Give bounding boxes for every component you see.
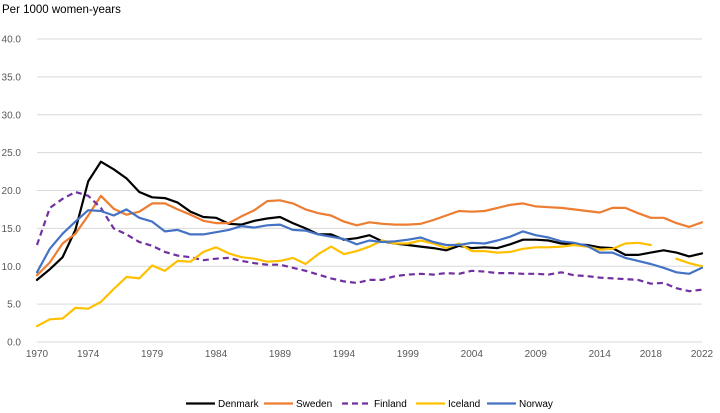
y-tick-label: 35.0 xyxy=(2,72,22,83)
legend-label-norway: Norway xyxy=(519,399,553,410)
legend-label-sweden: Sweden xyxy=(296,399,332,410)
x-tick-label: 2004 xyxy=(461,349,484,360)
y-tick-label: 5.0 xyxy=(7,300,21,311)
x-tick-label: 1970 xyxy=(26,349,49,360)
x-tick-label: 1979 xyxy=(141,349,164,360)
x-tick-label: 2018 xyxy=(640,349,663,360)
y-tick-label: 0.0 xyxy=(7,338,21,349)
legend-label-denmark: Denmark xyxy=(218,399,260,410)
legend-label-finland: Finland xyxy=(374,399,407,410)
y-tick-label: 10.0 xyxy=(2,262,22,273)
x-tick-label: 1999 xyxy=(397,349,420,360)
legend-label-iceland: Iceland xyxy=(448,399,480,410)
x-tick-label: 2022 xyxy=(691,349,714,360)
y-tick-label: 25.0 xyxy=(2,148,22,159)
x-tick-label: 1989 xyxy=(269,349,292,360)
x-tick-label: 1974 xyxy=(77,349,100,360)
x-tick-label: 1984 xyxy=(205,349,228,360)
series-lines xyxy=(35,160,704,328)
y-axis-label: Per 1000 women-years xyxy=(2,4,121,16)
y-tick-label: 30.0 xyxy=(2,110,22,121)
x-tick-labels: 1970 1974 1979 1984 1989 1994 1999 2004 2009 2014… xyxy=(26,349,714,360)
series-line-denmark xyxy=(35,160,704,281)
series-line-norway xyxy=(35,208,704,275)
series-line-finland xyxy=(35,190,703,293)
legend: Denmark Sweden Finland Iceland Norway xyxy=(186,399,553,410)
y-tick-label: 20.0 xyxy=(2,186,22,197)
series-line-sweden xyxy=(35,194,704,277)
x-tick-label: 2014 xyxy=(589,349,612,360)
y-tick-label: 40.0 xyxy=(2,35,22,46)
y-tick-labels: 0.0 5.0 10.0 15.0 20.0 25.0 30.0 35.0 40.0 xyxy=(2,35,22,349)
gridlines xyxy=(37,38,702,343)
y-tick-label: 15.0 xyxy=(2,224,22,235)
series-line-iceland xyxy=(35,239,704,328)
x-tick-label: 2009 xyxy=(525,349,548,360)
x-tick-label: 1994 xyxy=(333,349,356,360)
